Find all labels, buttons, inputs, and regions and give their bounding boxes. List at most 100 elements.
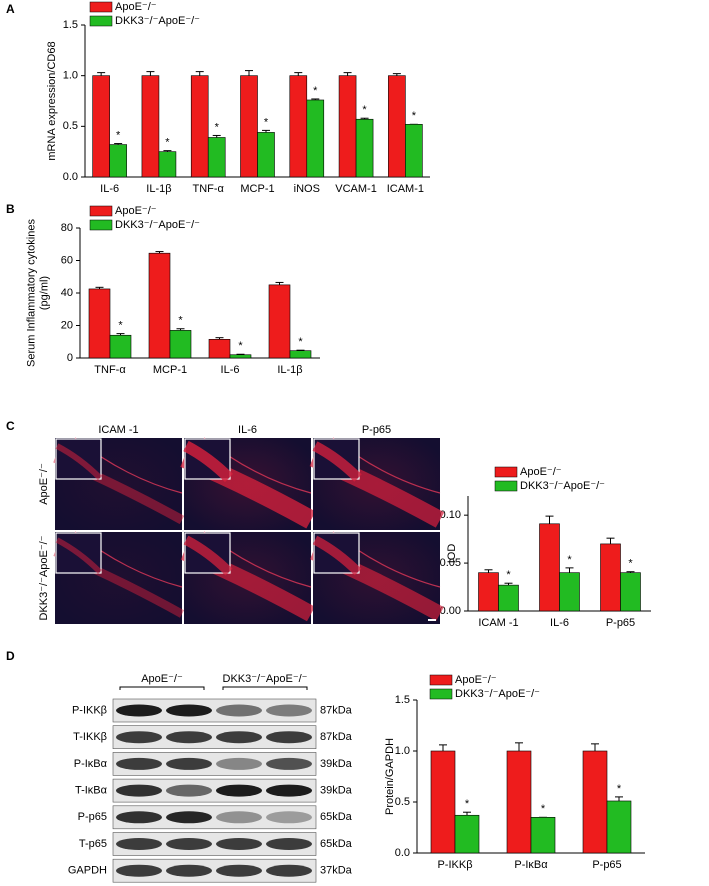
column-label: P-p65: [362, 424, 391, 436]
legend-swatch: [89, 205, 113, 217]
x-tick-label: MCP-1: [240, 183, 274, 195]
legend-swatch: [89, 219, 113, 231]
blot-band: [266, 704, 312, 717]
significance-mark: *: [238, 340, 243, 352]
bar: [257, 132, 275, 178]
blot-band: [266, 757, 312, 770]
blot-band: [266, 784, 312, 797]
bar: [388, 75, 406, 178]
column-label: ICAM -1: [98, 424, 138, 436]
bar: [338, 75, 357, 178]
blot-band: [216, 838, 262, 850]
significance-mark: *: [116, 129, 121, 141]
group-bracket: [222, 686, 308, 690]
bar: [620, 572, 641, 612]
blot-band: [266, 811, 312, 824]
blot-strip: [112, 778, 317, 803]
legend-label: DKK3⁻/⁻ApoE⁻/⁻: [520, 480, 605, 492]
bar: [207, 137, 226, 178]
blot-band: [216, 704, 262, 717]
blot-strip: [112, 832, 317, 856]
bar: [405, 124, 423, 178]
x-tick-label: iNOS: [294, 183, 320, 195]
blot-band: [266, 838, 312, 850]
inset-stain: [312, 441, 362, 482]
bar: [240, 75, 258, 178]
bar: [229, 354, 252, 359]
legend-label: DKK3⁻/⁻ApoE⁻/⁻: [455, 688, 540, 700]
legend-swatch: [429, 674, 453, 686]
x-tick-label: IL-6: [100, 183, 119, 195]
x-tick-label: P-p65: [592, 859, 621, 871]
inset-stain: [55, 443, 103, 481]
group-label: DKK3⁻/⁻ApoE⁻/⁻: [223, 673, 308, 685]
significance-mark: *: [298, 336, 303, 348]
blot-band: [266, 864, 312, 877]
blot-band: [166, 811, 212, 824]
blot-band: [216, 864, 262, 877]
blot-strip: [112, 698, 317, 723]
row-label: ApoE⁻/⁻: [38, 463, 50, 505]
bar: [454, 814, 480, 854]
bar: [109, 144, 127, 178]
legend-label: ApoE⁻/⁻: [115, 205, 157, 217]
significance-mark: *: [362, 104, 367, 116]
inset-stain: [55, 537, 102, 574]
blot-strip: [112, 752, 317, 776]
x-tick-label: MCP-1: [153, 364, 187, 376]
legend-swatch: [494, 480, 518, 492]
bar: [430, 750, 456, 854]
group-label: ApoE⁻/⁻: [141, 673, 183, 685]
bar: [208, 339, 231, 359]
blot-label: P-p65: [78, 811, 107, 823]
x-tick-label: TNF-α: [94, 364, 126, 376]
panel-label: A: [6, 2, 15, 16]
blot-strip: [112, 725, 317, 750]
row-label: DKK3⁻/⁻ApoE⁻/⁻: [38, 535, 50, 620]
blot-band: [116, 784, 162, 797]
blot-band: [116, 838, 162, 850]
bar: [268, 284, 291, 359]
blot-label: GAPDH: [68, 865, 107, 877]
bar: [158, 151, 177, 178]
legend-label: ApoE⁻/⁻: [520, 466, 562, 478]
y-tick-label: 60: [61, 254, 73, 266]
x-tick-label: ICAM -1: [478, 617, 518, 629]
legend-label: ApoE⁻/⁻: [115, 1, 157, 13]
blot-band: [216, 811, 262, 824]
blot-label: P-IKKβ: [72, 704, 107, 716]
blot-band: [166, 731, 212, 744]
blot-band: [116, 757, 162, 770]
blot-band: [166, 757, 212, 770]
blot-band: [166, 784, 212, 797]
blot-band: [166, 704, 212, 717]
x-tick-label: P-IKKβ: [437, 859, 472, 871]
blot-strip: [112, 858, 317, 883]
y-tick-label: 20: [61, 319, 73, 331]
bar: [92, 75, 110, 178]
y-tick-label: 0.00: [440, 605, 461, 617]
x-tick-label: P-p65: [606, 617, 635, 629]
inset-stain: [183, 440, 234, 483]
significance-mark: *: [541, 803, 546, 815]
y-tick-label: 0.0: [395, 847, 410, 859]
legend-swatch: [89, 1, 113, 13]
blot-band: [116, 704, 162, 717]
x-tick-label: IL-1β: [146, 183, 171, 195]
significance-mark: *: [567, 554, 572, 566]
blot-band: [166, 864, 212, 877]
significance-mark: *: [178, 315, 183, 327]
bar: [582, 750, 608, 854]
x-tick-label: IL-6: [550, 617, 569, 629]
blot-band: [116, 864, 162, 877]
bar: [559, 572, 580, 612]
y-tick-label: 0: [67, 352, 73, 364]
x-tick-label: ICAM-1: [387, 183, 424, 195]
y-tick-label: 1.5: [395, 694, 410, 706]
y-axis-label: mRNA expression/CD68: [46, 41, 58, 160]
y-axis-label: Serum Inflammatory cytokines: [25, 219, 37, 367]
blot-label: T-p65: [79, 838, 107, 850]
significance-mark: *: [118, 320, 123, 332]
y-axis-label: Protein/GAPDH: [384, 738, 396, 815]
